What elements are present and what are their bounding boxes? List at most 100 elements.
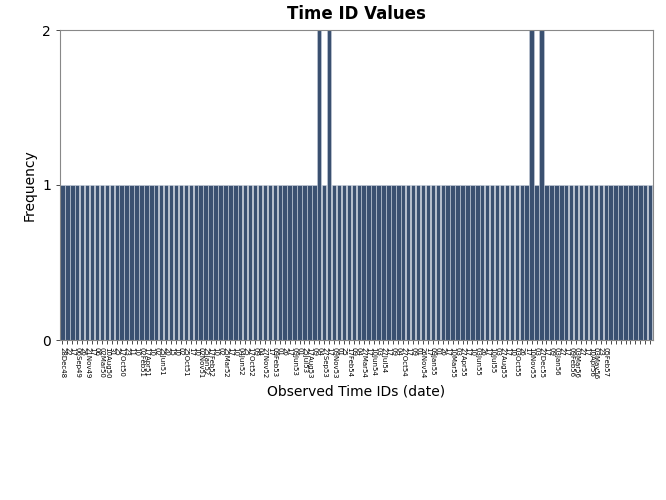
Bar <box>139 185 144 340</box>
Bar <box>60 185 65 340</box>
Bar <box>381 185 386 340</box>
Bar <box>164 185 168 340</box>
Bar <box>495 185 500 340</box>
Bar <box>347 185 351 340</box>
Bar <box>643 185 647 340</box>
Bar <box>534 185 539 340</box>
Bar <box>317 30 322 340</box>
Bar <box>297 185 302 340</box>
Bar <box>110 185 114 340</box>
Bar <box>490 185 494 340</box>
Bar <box>584 185 588 340</box>
Bar <box>228 185 232 340</box>
Bar <box>386 185 391 340</box>
Bar <box>90 185 95 340</box>
Bar <box>95 185 99 340</box>
Bar <box>638 185 643 340</box>
Bar <box>559 185 563 340</box>
Bar <box>466 185 470 340</box>
Bar <box>243 185 247 340</box>
Y-axis label: Frequency: Frequency <box>23 149 37 221</box>
Bar <box>149 185 154 340</box>
Bar <box>203 185 208 340</box>
Bar <box>352 185 356 340</box>
Bar <box>115 185 119 340</box>
Bar <box>574 185 578 340</box>
Bar <box>421 185 425 340</box>
Bar <box>307 185 312 340</box>
Bar <box>248 185 252 340</box>
Bar <box>327 30 332 340</box>
Bar <box>178 185 183 340</box>
Bar <box>198 185 203 340</box>
Bar <box>194 185 198 340</box>
Bar <box>238 185 242 340</box>
Bar <box>623 185 628 340</box>
Bar <box>288 185 292 340</box>
Bar <box>278 185 282 340</box>
Bar <box>648 185 653 340</box>
Bar <box>500 185 504 340</box>
Bar <box>80 185 85 340</box>
Bar <box>366 185 371 340</box>
Bar <box>609 185 613 340</box>
Bar <box>75 185 79 340</box>
Bar <box>337 185 341 340</box>
Bar <box>456 185 460 340</box>
Bar <box>125 185 129 340</box>
Bar <box>515 185 519 340</box>
Bar <box>436 185 440 340</box>
Bar <box>253 185 257 340</box>
Bar <box>356 185 361 340</box>
Bar <box>633 185 637 340</box>
Bar <box>169 185 173 340</box>
Bar <box>593 185 598 340</box>
Bar <box>218 185 222 340</box>
Bar <box>519 185 524 340</box>
Bar <box>579 185 583 340</box>
Bar <box>470 185 475 340</box>
Bar <box>589 185 593 340</box>
Bar <box>529 30 534 340</box>
Bar <box>416 185 420 340</box>
Bar <box>159 185 163 340</box>
Bar <box>426 185 430 340</box>
Bar <box>100 185 104 340</box>
Bar <box>119 185 124 340</box>
Bar <box>154 185 159 340</box>
Bar <box>372 185 376 340</box>
Bar <box>525 185 529 340</box>
Bar <box>135 185 139 340</box>
Bar <box>440 185 445 340</box>
Bar <box>485 185 490 340</box>
Bar <box>362 185 366 340</box>
Bar <box>401 185 406 340</box>
Bar <box>509 185 514 340</box>
Bar <box>342 185 346 340</box>
Bar <box>312 185 316 340</box>
Bar <box>603 185 608 340</box>
Bar <box>85 185 89 340</box>
Bar <box>480 185 484 340</box>
Bar <box>396 185 400 340</box>
Bar <box>174 185 178 340</box>
Bar <box>544 185 549 340</box>
Bar <box>539 30 543 340</box>
Bar <box>70 185 75 340</box>
Bar <box>505 185 509 340</box>
Bar <box>391 185 396 340</box>
Bar <box>411 185 416 340</box>
Bar <box>188 185 193 340</box>
Bar <box>268 185 272 340</box>
Bar <box>272 185 277 340</box>
Bar <box>262 185 267 340</box>
Bar <box>564 185 569 340</box>
Bar <box>549 185 553 340</box>
Bar <box>554 185 559 340</box>
Bar <box>450 185 455 340</box>
Bar <box>460 185 465 340</box>
Bar <box>258 185 262 340</box>
Bar <box>213 185 218 340</box>
Bar <box>376 185 381 340</box>
Bar <box>233 185 238 340</box>
